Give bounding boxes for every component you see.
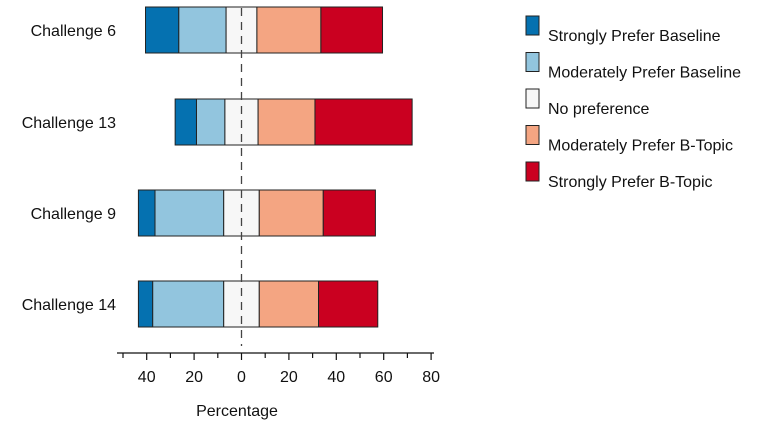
legend-swatch-moderately-prefer-b-topic — [525, 125, 540, 145]
bar-challenge-13-strongly-prefer-b-topic — [314, 98, 413, 146]
bar-challenge-9-moderately-prefer-b-topic — [258, 189, 324, 237]
legend-label-moderately-prefer-baseline: Moderately Prefer Baseline — [548, 65, 741, 82]
x-tick-label-0: 0 — [237, 369, 246, 386]
legend-label-strongly-prefer-b-topic: Strongly Prefer B-Topic — [548, 174, 713, 191]
bar-challenge-13-strongly-prefer-baseline — [174, 98, 197, 146]
legend-label-moderately-prefer-b-topic: Moderately Prefer B-Topic — [548, 138, 733, 155]
bar-challenge-14-moderately-prefer-b-topic — [258, 280, 320, 328]
category-label-challenge-9: Challenge 9 — [31, 206, 117, 223]
legend-swatch-moderately-prefer-baseline — [525, 52, 540, 72]
legend-swatch-no-preference — [525, 88, 540, 109]
x-axis: 40 20 0 20 40 60 80 — [117, 352, 440, 386]
bar-challenge-13-moderately-prefer-baseline — [195, 98, 226, 146]
bar-challenge-14-moderately-prefer-baseline — [152, 280, 225, 328]
bars-layer — [137, 6, 413, 346]
bar-challenge-6-moderately-prefer-b-topic — [256, 6, 322, 54]
legend-label-strongly-prefer-baseline: Strongly Prefer Baseline — [548, 28, 721, 45]
bar-challenge-6-strongly-prefer-b-topic — [320, 6, 384, 54]
bar-challenge-14-strongly-prefer-b-topic — [318, 280, 379, 328]
category-labels: Challenge 6 Challenge 13 Challenge 9 Challe… — [22, 23, 116, 314]
legend-swatch-strongly-prefer-baseline — [525, 15, 540, 36]
bar-challenge-6-moderately-prefer-baseline — [178, 6, 227, 54]
bar-challenge-6-strongly-prefer-baseline — [145, 6, 180, 54]
category-label-challenge-14: Challenge 14 — [22, 297, 116, 314]
x-tick-label-60: 60 — [375, 369, 393, 386]
x-tick-label-40: 40 — [327, 369, 345, 386]
x-tick-label-neg20: 20 — [185, 369, 203, 386]
bar-challenge-13-moderately-prefer-b-topic — [257, 98, 316, 146]
bar-challenge-9-strongly-prefer-baseline — [137, 189, 156, 237]
category-label-challenge-6: Challenge 6 — [31, 23, 117, 40]
x-axis-title: Percentage — [196, 403, 278, 420]
bar-challenge-9-moderately-prefer-baseline — [154, 189, 225, 237]
x-tick-label-neg40: 40 — [138, 369, 156, 386]
bar-challenge-9-strongly-prefer-b-topic — [322, 189, 376, 237]
x-tick-label-20: 20 — [280, 369, 298, 386]
x-tick-label-80: 80 — [422, 369, 440, 386]
category-label-challenge-13: Challenge 13 — [22, 115, 116, 132]
legend-swatch-strongly-prefer-b-topic — [525, 161, 540, 182]
legend: Strongly Prefer Baseline Moderately Prefe… — [525, 15, 741, 191]
legend-label-no-preference: No preference — [548, 101, 649, 118]
bar-challenge-14-strongly-prefer-baseline — [137, 280, 154, 328]
